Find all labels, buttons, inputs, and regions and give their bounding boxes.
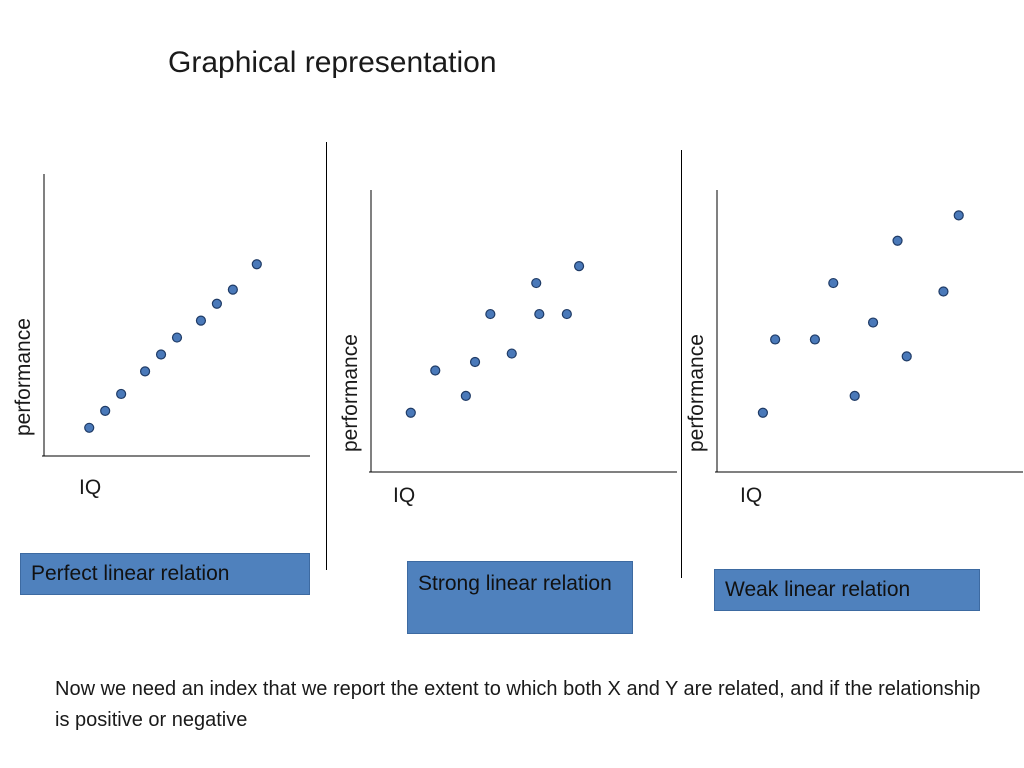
data-point [506, 348, 517, 359]
caption-weak: Weak linear relation [714, 569, 980, 611]
data-point [227, 284, 238, 295]
y-axis-label: performance [685, 334, 708, 452]
data-point [195, 315, 207, 326]
data-point [251, 259, 262, 270]
data-point [561, 308, 572, 320]
data-point [139, 366, 151, 377]
data-point [809, 334, 821, 345]
data-point [867, 317, 879, 328]
data-point [430, 365, 441, 376]
divider-2 [681, 150, 682, 578]
caption-perfect: Perfect linear relation [20, 553, 310, 595]
data-point [573, 261, 585, 272]
data-point [485, 308, 496, 320]
data-point [84, 422, 95, 433]
y-axis-label: performance [339, 334, 362, 452]
data-point [534, 308, 545, 320]
data-point [938, 286, 949, 297]
data-point [770, 334, 781, 345]
data-point [171, 332, 183, 343]
x-axis-label: IQ [79, 476, 101, 499]
data-point [100, 405, 111, 416]
divider-1 [326, 142, 327, 570]
data-point [901, 351, 912, 362]
x-axis-label: IQ [393, 484, 415, 507]
data-point [211, 298, 222, 309]
data-point [953, 210, 964, 221]
data-point [460, 390, 471, 401]
x-axis-label: IQ [740, 484, 762, 507]
data-point [892, 235, 903, 246]
y-axis-label: performance [12, 318, 35, 436]
data-point [116, 388, 127, 400]
data-points [84, 259, 262, 433]
data-points [405, 261, 585, 418]
data-point [757, 407, 769, 418]
slide-title: Graphical representation [168, 46, 497, 79]
data-point [155, 349, 167, 360]
data-point [405, 407, 416, 418]
caption-strong: Strong linear relation [407, 561, 633, 634]
footer-text: Now we need an index that we report the … [55, 678, 981, 731]
data-point [849, 390, 860, 401]
data-points [757, 210, 964, 418]
data-point [828, 277, 839, 289]
data-point [469, 356, 481, 368]
data-point [531, 277, 542, 289]
